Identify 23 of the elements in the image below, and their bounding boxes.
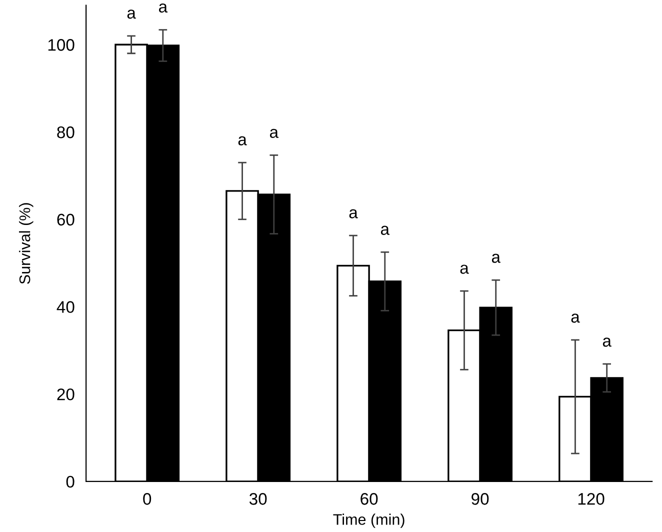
x-tick-label: 90 xyxy=(472,493,489,505)
y-tick-label: 40 xyxy=(56,301,74,313)
y-tick-label: 60 xyxy=(57,214,74,226)
y-tick-label: 0 xyxy=(66,476,74,488)
annotation: a xyxy=(602,338,612,347)
y-tick-label: 80 xyxy=(57,126,74,138)
x-tick-label: 30 xyxy=(249,493,267,505)
x-tick-label: 60 xyxy=(360,493,378,505)
annotation: a xyxy=(380,226,390,235)
y-tick-label: 100 xyxy=(48,39,74,51)
annotation: a xyxy=(158,3,168,13)
y-axis-title: Survival (%) xyxy=(19,203,34,284)
annotation: a xyxy=(571,314,580,323)
annotation: a xyxy=(492,254,500,263)
annotation: a xyxy=(127,10,136,19)
annotation: a xyxy=(238,136,247,146)
y-tick-label: 20 xyxy=(57,388,74,400)
annotation: a xyxy=(460,264,469,274)
x-tick-label: 0 xyxy=(143,493,152,505)
annotation: a xyxy=(349,209,358,218)
x-tick-label: 120 xyxy=(578,493,604,505)
annotation: a xyxy=(270,128,279,138)
x-axis-title: Time (min) xyxy=(333,514,404,528)
